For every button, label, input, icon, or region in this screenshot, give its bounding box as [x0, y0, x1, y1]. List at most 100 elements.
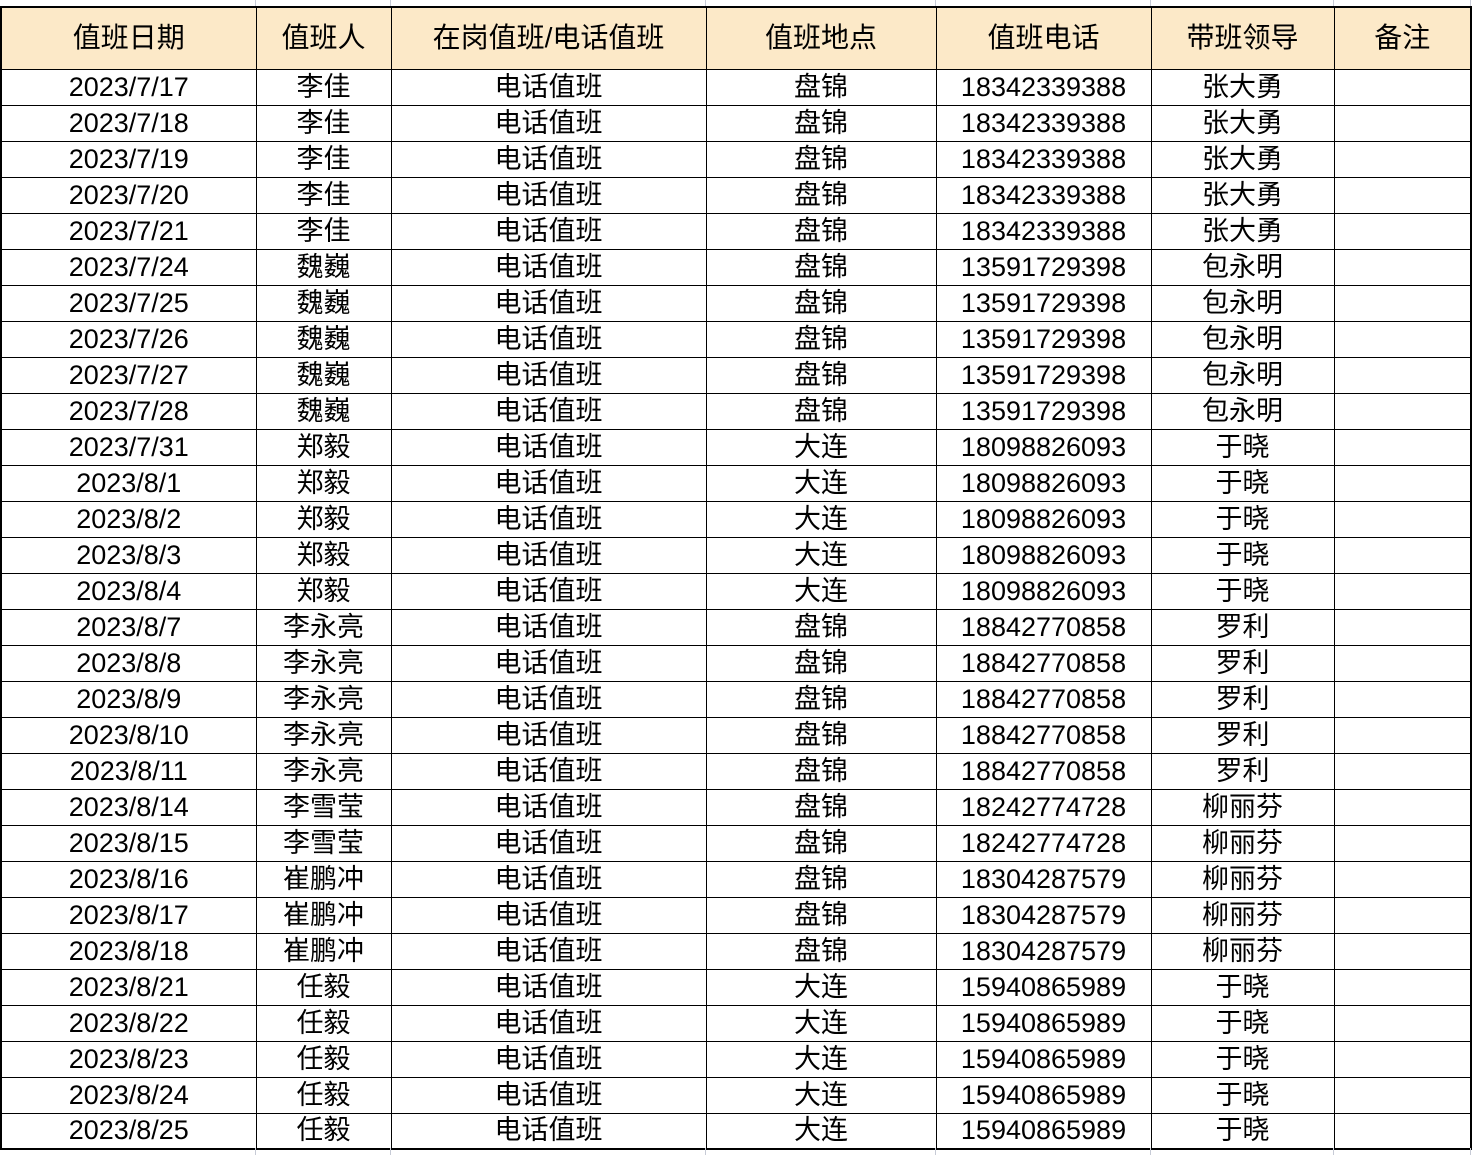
- cell-remark[interactable]: [1333, 932, 1472, 970]
- cell-phone[interactable]: 18342339388: [935, 176, 1152, 214]
- cell-date[interactable]: 2023/8/7: [0, 608, 257, 646]
- cell-phone[interactable]: 18242774728: [935, 824, 1152, 862]
- cell-person[interactable]: 李永亮: [255, 752, 392, 790]
- cell-date[interactable]: 2023/8/21: [0, 968, 257, 1006]
- cell-duty-type[interactable]: 电话值班: [390, 464, 707, 502]
- cell-remark[interactable]: [1333, 356, 1472, 394]
- cell-phone[interactable]: 18098826093: [935, 572, 1152, 610]
- cell-leader[interactable]: 包永明: [1150, 320, 1335, 358]
- cell-duty-type[interactable]: 电话值班: [390, 608, 707, 646]
- cell-remark[interactable]: [1333, 1112, 1472, 1150]
- cell-date[interactable]: 2023/8/11: [0, 752, 257, 790]
- cell-location[interactable]: 盘锦: [705, 68, 937, 106]
- cell-location[interactable]: 盘锦: [705, 788, 937, 826]
- cell-duty-type[interactable]: 电话值班: [390, 968, 707, 1006]
- cell-date[interactable]: 2023/8/22: [0, 1004, 257, 1042]
- cell-person[interactable]: 崔鹏冲: [255, 860, 392, 898]
- cell-remark[interactable]: [1333, 428, 1472, 466]
- cell-date[interactable]: 2023/8/8: [0, 644, 257, 682]
- cell-person[interactable]: 任毅: [255, 1040, 392, 1078]
- cell-person[interactable]: 魏巍: [255, 320, 392, 358]
- cell-person[interactable]: 崔鹏冲: [255, 896, 392, 934]
- cell-phone[interactable]: 18342339388: [935, 212, 1152, 250]
- cell-leader[interactable]: 于晓: [1150, 1112, 1335, 1150]
- cell-leader[interactable]: 于晓: [1150, 968, 1335, 1006]
- cell-leader[interactable]: 于晓: [1150, 428, 1335, 466]
- cell-duty-type[interactable]: 电话值班: [390, 1004, 707, 1042]
- cell-person[interactable]: 李佳: [255, 68, 392, 106]
- cell-duty-type[interactable]: 电话值班: [390, 896, 707, 934]
- cell-person[interactable]: 李永亮: [255, 680, 392, 718]
- cell-leader[interactable]: 罗利: [1150, 752, 1335, 790]
- cell-leader[interactable]: 张大勇: [1150, 140, 1335, 178]
- cell-phone[interactable]: 18098826093: [935, 536, 1152, 574]
- cell-location[interactable]: 大连: [705, 1112, 937, 1150]
- cell-remark[interactable]: [1333, 320, 1472, 358]
- cell-leader[interactable]: 于晓: [1150, 1004, 1335, 1042]
- cell-remark[interactable]: [1333, 896, 1472, 934]
- cell-leader[interactable]: 张大勇: [1150, 104, 1335, 142]
- cell-phone[interactable]: 18842770858: [935, 680, 1152, 718]
- cell-phone[interactable]: 18304287579: [935, 896, 1152, 934]
- cell-remark[interactable]: [1333, 140, 1472, 178]
- cell-date[interactable]: 2023/8/3: [0, 536, 257, 574]
- cell-remark[interactable]: [1333, 608, 1472, 646]
- cell-remark[interactable]: [1333, 176, 1472, 214]
- cell-duty-type[interactable]: 电话值班: [390, 824, 707, 862]
- cell-location[interactable]: 大连: [705, 572, 937, 610]
- cell-leader[interactable]: 张大勇: [1150, 176, 1335, 214]
- cell-date[interactable]: 2023/7/21: [0, 212, 257, 250]
- cell-remark[interactable]: [1333, 500, 1472, 538]
- cell-location[interactable]: 大连: [705, 536, 937, 574]
- cell-leader[interactable]: 于晓: [1150, 572, 1335, 610]
- column-header-leader[interactable]: 带班领导: [1150, 6, 1335, 70]
- cell-phone[interactable]: 13591729398: [935, 356, 1152, 394]
- cell-phone[interactable]: 18304287579: [935, 860, 1152, 898]
- cell-leader[interactable]: 包永明: [1150, 248, 1335, 286]
- cell-remark[interactable]: [1333, 284, 1472, 322]
- cell-person[interactable]: 崔鹏冲: [255, 932, 392, 970]
- cell-leader[interactable]: 罗利: [1150, 608, 1335, 646]
- cell-duty-type[interactable]: 电话值班: [390, 248, 707, 286]
- column-header-phone[interactable]: 值班电话: [935, 6, 1152, 70]
- cell-date[interactable]: 2023/7/18: [0, 104, 257, 142]
- cell-location[interactable]: 盘锦: [705, 392, 937, 430]
- cell-remark[interactable]: [1333, 464, 1472, 502]
- cell-remark[interactable]: [1333, 1076, 1472, 1114]
- cell-remark[interactable]: [1333, 860, 1472, 898]
- cell-date[interactable]: 2023/8/25: [0, 1112, 257, 1150]
- cell-person[interactable]: 魏巍: [255, 248, 392, 286]
- cell-person[interactable]: 李佳: [255, 140, 392, 178]
- cell-phone[interactable]: 13591729398: [935, 320, 1152, 358]
- cell-person[interactable]: 魏巍: [255, 284, 392, 322]
- cell-duty-type[interactable]: 电话值班: [390, 392, 707, 430]
- cell-date[interactable]: 2023/8/10: [0, 716, 257, 754]
- cell-duty-type[interactable]: 电话值班: [390, 356, 707, 394]
- cell-date[interactable]: 2023/8/1: [0, 464, 257, 502]
- cell-duty-type[interactable]: 电话值班: [390, 1112, 707, 1150]
- cell-date[interactable]: 2023/8/2: [0, 500, 257, 538]
- cell-person[interactable]: 李雪莹: [255, 824, 392, 862]
- cell-phone[interactable]: 18842770858: [935, 752, 1152, 790]
- cell-location[interactable]: 盘锦: [705, 284, 937, 322]
- cell-person[interactable]: 李佳: [255, 104, 392, 142]
- cell-location[interactable]: 盘锦: [705, 104, 937, 142]
- cell-location[interactable]: 盘锦: [705, 932, 937, 970]
- cell-date[interactable]: 2023/7/28: [0, 392, 257, 430]
- cell-date[interactable]: 2023/8/9: [0, 680, 257, 718]
- cell-duty-type[interactable]: 电话值班: [390, 104, 707, 142]
- cell-phone[interactable]: 18098826093: [935, 500, 1152, 538]
- cell-person[interactable]: 任毅: [255, 968, 392, 1006]
- cell-leader[interactable]: 柳丽芬: [1150, 788, 1335, 826]
- cell-location[interactable]: 大连: [705, 1004, 937, 1042]
- cell-person[interactable]: 郑毅: [255, 536, 392, 574]
- cell-person[interactable]: 李永亮: [255, 644, 392, 682]
- cell-duty-type[interactable]: 电话值班: [390, 212, 707, 250]
- cell-phone[interactable]: 15940865989: [935, 1076, 1152, 1114]
- cell-leader[interactable]: 罗利: [1150, 644, 1335, 682]
- cell-duty-type[interactable]: 电话值班: [390, 572, 707, 610]
- column-header-remark[interactable]: 备注: [1333, 6, 1472, 70]
- cell-date[interactable]: 2023/7/31: [0, 428, 257, 466]
- cell-remark[interactable]: [1333, 752, 1472, 790]
- cell-leader[interactable]: 张大勇: [1150, 212, 1335, 250]
